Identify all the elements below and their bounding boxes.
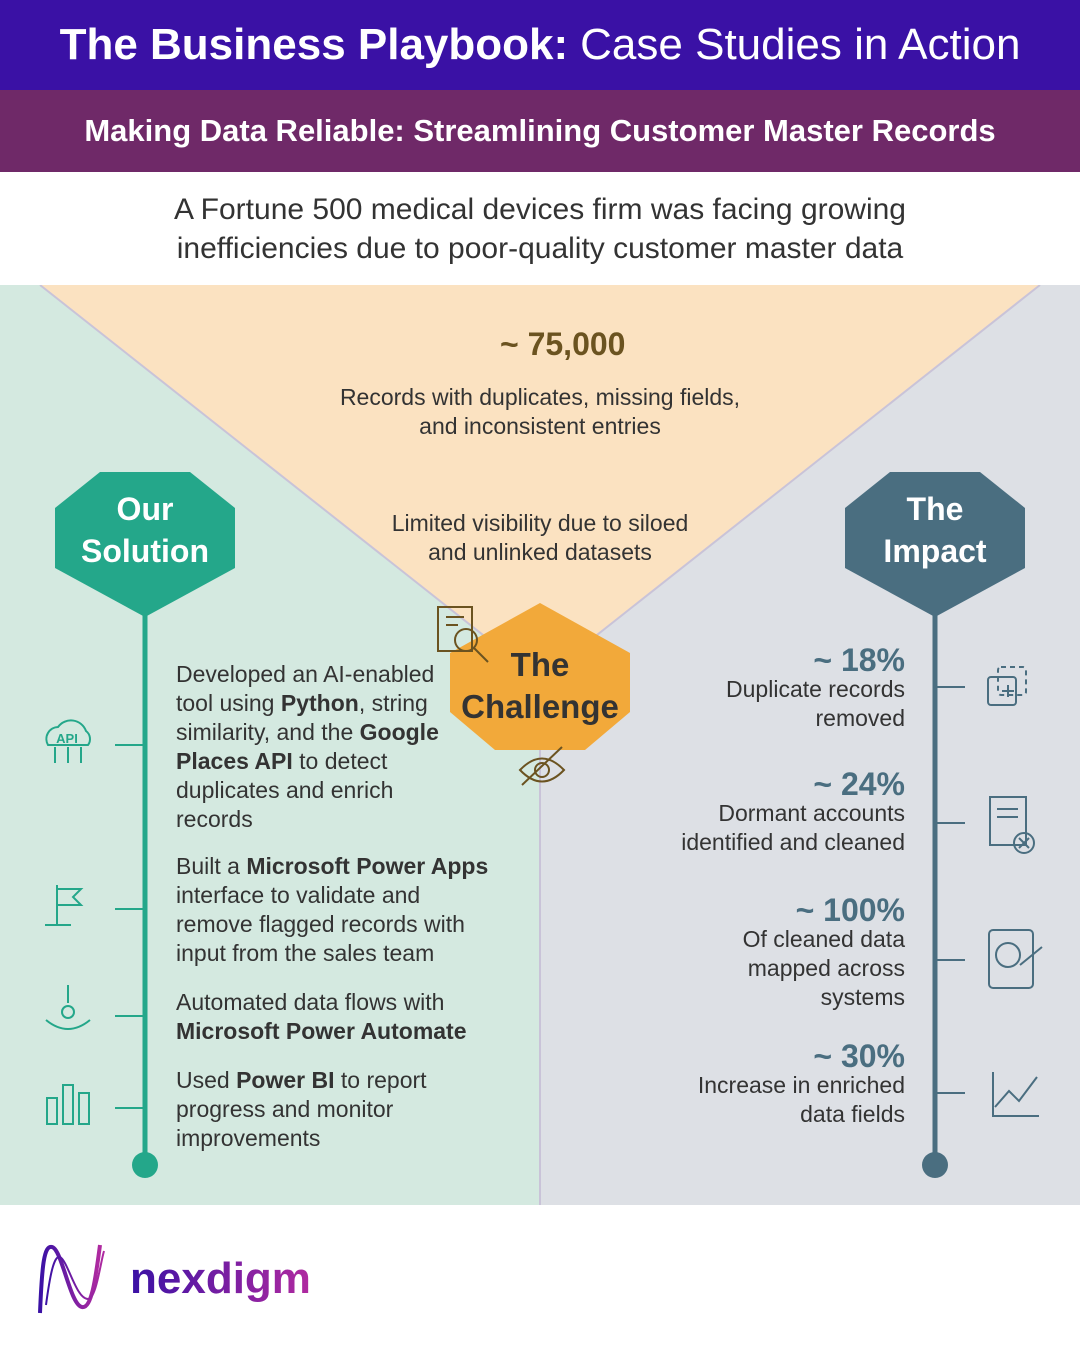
impact-text: Dormant accounts identified and cleaned: [681, 800, 905, 855]
challenge-visibility: Limited visibility due to siloed and unl…: [391, 510, 689, 565]
title-rest: Case Studies in Action: [580, 20, 1021, 69]
segment: Power BI: [236, 1067, 335, 1093]
challenge-stat-text: Records with duplicates, missing fields,…: [339, 384, 741, 439]
segment: Google Places API: [176, 719, 439, 774]
segment: Automated data flows with: [176, 989, 445, 1015]
header: The Business Playbook: Case Studies in Ac…: [0, 0, 1080, 90]
logo: nexdigm: [38, 1244, 311, 1314]
impact-item: ~ 100% Of cleaned data mapped across syst…: [705, 892, 905, 1012]
impact-stat: ~ 24%: [813, 766, 905, 802]
segment: Developed an AI-enabled tool using: [176, 661, 435, 716]
impact-text: Duplicate records removed: [726, 676, 905, 731]
segment: Microsoft Power Automate: [176, 1018, 467, 1044]
segment: Used: [176, 1067, 237, 1093]
solution-item: Used Power BI to report progress and mon…: [176, 1066, 446, 1153]
segment: Microsoft Power Apps: [246, 853, 489, 879]
subheader: Making Data Reliable: Streamlining Custo…: [0, 90, 1080, 172]
api-icon-label: API: [56, 731, 78, 746]
title-bold: The Business Playbook:: [59, 20, 569, 69]
segment: interface to validate and remove flagged…: [176, 882, 465, 966]
solution-item: Automated data flows with Microsoft Powe…: [176, 988, 486, 1046]
impact-item: ~ 18% Duplicate records removed: [655, 642, 905, 733]
impact-stat: ~ 100%: [795, 892, 905, 928]
challenge-stat: ~ 75,000: [500, 326, 626, 362]
impact-stat: ~ 18%: [813, 642, 905, 678]
solution-item: Built a Microsoft Power Apps interface t…: [176, 852, 496, 968]
impact-item: ~ 30% Increase in enriched data fields: [665, 1038, 905, 1129]
logo-text: nexdigm: [130, 1254, 311, 1303]
impact-title: The Impact: [883, 491, 987, 569]
challenge-title: The Challenge: [461, 646, 619, 725]
solution-item: Developed an AI-enabled tool using Pytho…: [176, 660, 446, 834]
segment: Built a: [176, 853, 247, 879]
background-art: API: [0, 285, 1080, 1205]
impact-stat: ~ 30%: [813, 1038, 905, 1074]
segment: to report progress and monitor improveme…: [176, 1067, 427, 1151]
intro: A Fortune 500 medical devices firm was f…: [173, 193, 906, 265]
segment: , string similarity, and the: [176, 690, 428, 745]
impact-item: ~ 24% Dormant accounts identified and cle…: [655, 766, 905, 857]
segment: Python: [280, 690, 359, 716]
segment: to detect duplicates and enrich records: [176, 748, 394, 832]
impact-text: Of cleaned data mapped across systems: [742, 926, 905, 1010]
impact-text: Increase in enriched data fields: [697, 1072, 905, 1127]
solution-title: Our Solution: [81, 491, 209, 569]
